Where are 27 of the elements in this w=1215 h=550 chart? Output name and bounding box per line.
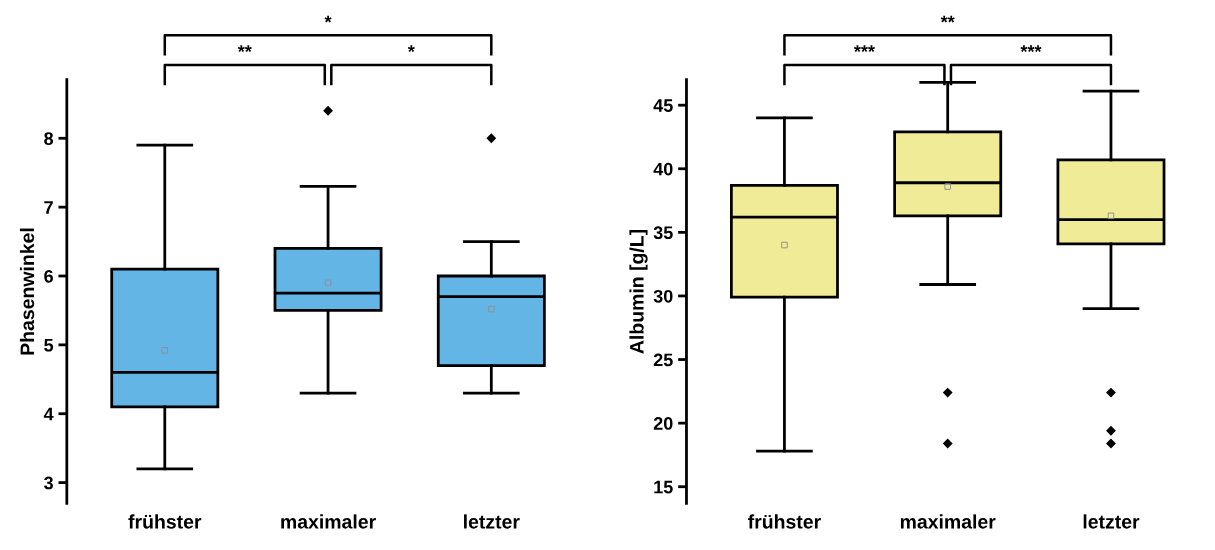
y-tick-label: 30 bbox=[653, 289, 673, 303]
y-tick-label: 6 bbox=[44, 269, 53, 283]
y-tick-label: 15 bbox=[654, 480, 673, 494]
y-axis-title: Albumin [g/L] bbox=[629, 229, 648, 354]
text: *** bbox=[1020, 45, 1042, 53]
y-tick-label: 3 bbox=[44, 476, 53, 490]
x-tick-label: frühster bbox=[748, 514, 821, 529]
x-tick-label: letzter bbox=[464, 514, 520, 529]
x-tick-label: frühster bbox=[128, 514, 202, 529]
text: * bbox=[324, 15, 332, 23]
y-tick-label: 5 bbox=[44, 338, 54, 352]
text: ** bbox=[237, 45, 252, 53]
y-tick-label: 35 bbox=[653, 226, 673, 240]
y-tick-label: 40 bbox=[653, 162, 673, 176]
x-tick-label: letzter bbox=[1083, 514, 1140, 529]
y-tick-label: 25 bbox=[653, 353, 673, 367]
text: ** bbox=[940, 15, 955, 23]
y-tick-label: 7 bbox=[44, 201, 53, 214]
text: *** bbox=[853, 45, 875, 53]
x-tick-label: maximaler bbox=[900, 514, 996, 529]
y-axis-title: Phasenwinkel bbox=[19, 228, 35, 355]
y-tick-label: 20 bbox=[653, 417, 673, 430]
text: * bbox=[407, 45, 415, 53]
y-tick-label: 4 bbox=[43, 407, 54, 421]
x-tick-label: maximaler bbox=[281, 514, 376, 529]
y-tick-label: 8 bbox=[44, 132, 54, 145]
y-tick-label: 45 bbox=[653, 99, 673, 112]
